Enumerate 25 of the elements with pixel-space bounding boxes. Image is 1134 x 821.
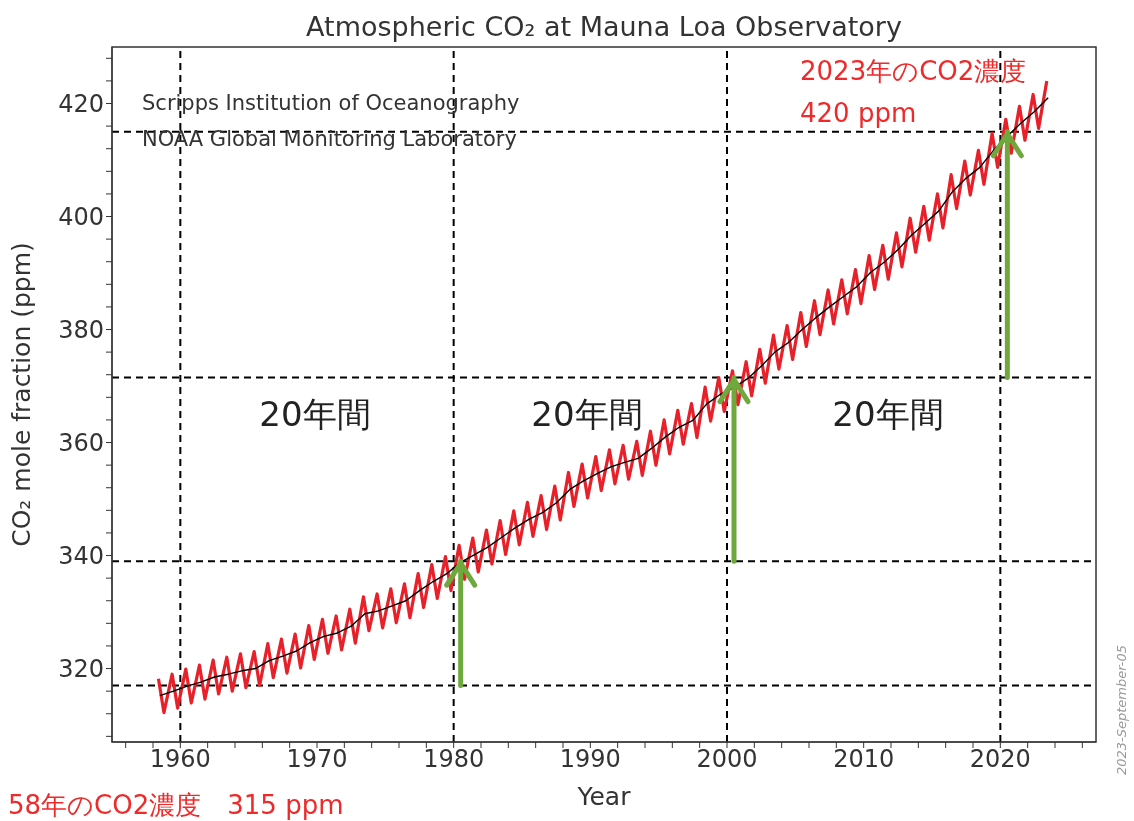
y-tick-label: 400 xyxy=(58,203,104,232)
annotation: NOAA Global Monitoring Laboratory xyxy=(142,127,517,151)
x-tick-label: 1970 xyxy=(286,745,348,774)
x-tick-label: 1980 xyxy=(423,745,485,774)
chart-title: Atmospheric CO₂ at Mauna Loa Observatory xyxy=(306,11,902,42)
y-axis-title: CO₂ mole fraction (ppm) xyxy=(7,242,36,547)
x-tick-label: 2010 xyxy=(833,745,895,774)
y-tick-label: 360 xyxy=(58,429,104,458)
x-tick-label: 1960 xyxy=(149,745,211,774)
annotation: 20年間 xyxy=(832,394,944,434)
annotation: 420 ppm xyxy=(800,98,917,128)
y-tick-label: 380 xyxy=(58,316,104,345)
x-tick-label: 1990 xyxy=(559,745,621,774)
x-tick-label: 2000 xyxy=(696,745,758,774)
annotation: 20年間 xyxy=(531,394,643,434)
x-axis-title: Year xyxy=(576,782,632,811)
annotation: Scripps Institution of Oceanography xyxy=(142,91,520,115)
annotation: 2023年のCO2濃度 xyxy=(800,56,1027,86)
y-tick-label: 420 xyxy=(58,90,104,119)
text: 2023-September-05 xyxy=(1114,644,1129,776)
x-tick-label: 2020 xyxy=(969,745,1031,774)
y-tick-label: 320 xyxy=(58,655,104,684)
y-tick-label: 340 xyxy=(58,542,104,571)
text: 58年のCO2濃度 315 ppm xyxy=(8,790,344,820)
annotation: 20年間 xyxy=(259,394,371,434)
